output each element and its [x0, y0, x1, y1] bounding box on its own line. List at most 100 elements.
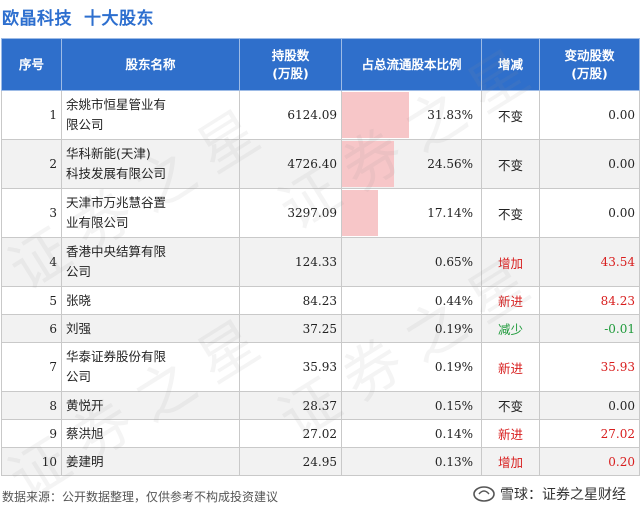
rank-cell: 9 — [1, 419, 62, 448]
ratio-value: 31.83% — [427, 108, 473, 122]
status-cell: 不变 — [481, 90, 540, 140]
holder-name-line1: 刘强 — [66, 320, 92, 336]
table-row: 2 华科新能(天津) 科技发展有限公司 4726.40 24.56% 不变 0.00 — [1, 139, 640, 189]
holder-name-cell: 刘强 — [61, 314, 240, 343]
holder-name-cell: 华科新能(天津) 科技发展有限公司 — [61, 139, 240, 189]
ratio-cell: 24.56% — [341, 139, 482, 189]
col-header-change-line1: 变动股数 — [564, 47, 615, 63]
holder-name-cell: 蔡洪旭 — [61, 419, 240, 448]
rank-cell: 5 — [1, 286, 62, 315]
col-header-change-line2: (万股) — [571, 65, 608, 81]
table-row: 6 刘强 37.25 0.19% 减少 -0.01 — [1, 314, 640, 343]
change-cell: 0.20 — [539, 447, 640, 476]
status-cell: 新进 — [481, 286, 540, 315]
table-row: 3 天津市万兆慧谷置 业有限公司 3297.09 17.14% 不变 0.00 — [1, 188, 640, 238]
rank-cell: 8 — [1, 391, 62, 420]
table-row: 9 蔡洪旭 27.02 0.14% 新进 27.02 — [1, 419, 640, 448]
ratio-value: 0.19% — [434, 360, 473, 374]
ratio-value: 0.14% — [434, 426, 473, 441]
brand-mark: 雪球：证券之星财经 — [473, 484, 626, 504]
ratio-value: 17.14% — [427, 206, 473, 220]
ratio-cell: 0.65% — [341, 237, 482, 287]
rank-cell: 10 — [1, 447, 62, 476]
holder-name-line1: 华泰证券股份有限 — [66, 349, 167, 364]
rank-cell: 6 — [1, 314, 62, 343]
page-title: 十大股东 — [84, 8, 154, 29]
change-cell: 27.02 — [539, 419, 640, 448]
table-row: 5 张晓 84.23 0.44% 新进 84.23 — [1, 286, 640, 315]
ratio-cell: 31.83% — [341, 90, 482, 140]
status-badge: 减少 — [497, 322, 523, 337]
change-cell: 35.93 — [539, 342, 640, 392]
table-body: 1 余姚市恒星管业有 限公司 6124.09 31.83% 不变 0.00 2 华科新能(天津)… — [1, 90, 640, 476]
holder-name-line1: 余姚市恒星管业有 — [66, 97, 167, 112]
ratio-value: 24.56% — [427, 157, 473, 171]
holder-name-cell: 张晓 — [61, 286, 240, 315]
col-header-change: 变动股数 (万股) — [539, 38, 640, 91]
ratio-cell: 0.14% — [341, 419, 482, 448]
shares-cell: 27.02 — [239, 419, 342, 448]
status-cell: 不变 — [481, 391, 540, 420]
status-badge: 不变 — [497, 399, 523, 414]
shares-cell: 4726.40 — [239, 139, 342, 189]
status-badge: 增加 — [497, 455, 523, 470]
status-badge: 不变 — [497, 206, 523, 222]
status-cell: 减少 — [481, 314, 540, 343]
col-header-shares-line1: 持股数 — [271, 47, 310, 63]
table-header-row: 序号 股东名称 持股数 (万股) 占总流通股本比例 增减 变动股数 (万股) — [1, 38, 640, 91]
change-cell: 43.54 — [539, 237, 640, 287]
holder-name-line1: 香港中央结算有限 — [66, 244, 167, 259]
ratio-value: 0.65% — [434, 255, 473, 269]
ratio-value: 0.13% — [434, 454, 473, 469]
rank-cell: 4 — [1, 237, 62, 287]
status-cell: 增加 — [481, 447, 540, 476]
status-badge: 新进 — [497, 427, 523, 442]
col-header-shares: 持股数 (万股) — [239, 38, 342, 91]
ratio-cell: 0.44% — [341, 286, 482, 315]
change-cell: 0.00 — [539, 188, 640, 238]
holder-name-cell: 香港中央结算有限 公司 — [61, 237, 240, 287]
shares-cell: 6124.09 — [239, 90, 342, 140]
shareholders-table: 序号 股东名称 持股数 (万股) 占总流通股本比例 增减 变动股数 (万股) 1… — [1, 38, 640, 476]
ratio-value: 0.19% — [434, 321, 473, 336]
status-cell: 新进 — [481, 419, 540, 448]
rank-cell: 7 — [1, 342, 62, 392]
holder-name-cell: 黄悦开 — [61, 391, 240, 420]
ratio-bar — [342, 190, 379, 236]
status-badge: 不变 — [497, 108, 523, 124]
change-cell: -0.01 — [539, 314, 640, 343]
rank-cell: 2 — [1, 139, 62, 189]
holder-name-line2: 公司 — [66, 264, 92, 279]
shares-cell: 28.37 — [239, 391, 342, 420]
status-badge: 新进 — [497, 360, 523, 376]
holder-name-line1: 黄悦开 — [66, 397, 104, 413]
shares-cell: 3297.09 — [239, 188, 342, 238]
table-row: 4 香港中央结算有限 公司 124.33 0.65% 增加 43.54 — [1, 237, 640, 287]
col-header-name: 股东名称 — [61, 38, 240, 91]
shares-cell: 124.33 — [239, 237, 342, 287]
status-badge: 不变 — [497, 157, 523, 173]
company-name: 欧晶科技 — [2, 8, 72, 29]
holder-name-cell: 余姚市恒星管业有 限公司 — [61, 90, 240, 140]
status-badge: 新进 — [497, 294, 523, 309]
table-row: 1 余姚市恒星管业有 限公司 6124.09 31.83% 不变 0.00 — [1, 90, 640, 140]
ratio-cell: 17.14% — [341, 188, 482, 238]
holder-name-cell: 姜建明 — [61, 447, 240, 476]
table-row: 10 姜建明 24.95 0.13% 增加 0.20 — [1, 447, 640, 476]
col-header-shares-line2: (万股) — [272, 65, 309, 81]
col-header-rank: 序号 — [1, 38, 62, 91]
ratio-value: 0.15% — [434, 398, 473, 413]
change-cell: 0.00 — [539, 90, 640, 140]
title-bar: 欧晶科技 十大股东 — [2, 3, 154, 29]
change-cell: 0.00 — [539, 391, 640, 420]
status-cell: 不变 — [481, 188, 540, 238]
holder-name-line2: 业有限公司 — [66, 215, 129, 230]
change-cell: 0.00 — [539, 139, 640, 189]
shares-cell: 84.23 — [239, 286, 342, 315]
ratio-cell: 0.15% — [341, 391, 482, 420]
holder-name-line1: 姜建明 — [66, 453, 104, 469]
status-cell: 新进 — [481, 342, 540, 392]
ratio-value: 0.44% — [434, 293, 473, 308]
change-cell: 84.23 — [539, 286, 640, 315]
shares-cell: 24.95 — [239, 447, 342, 476]
